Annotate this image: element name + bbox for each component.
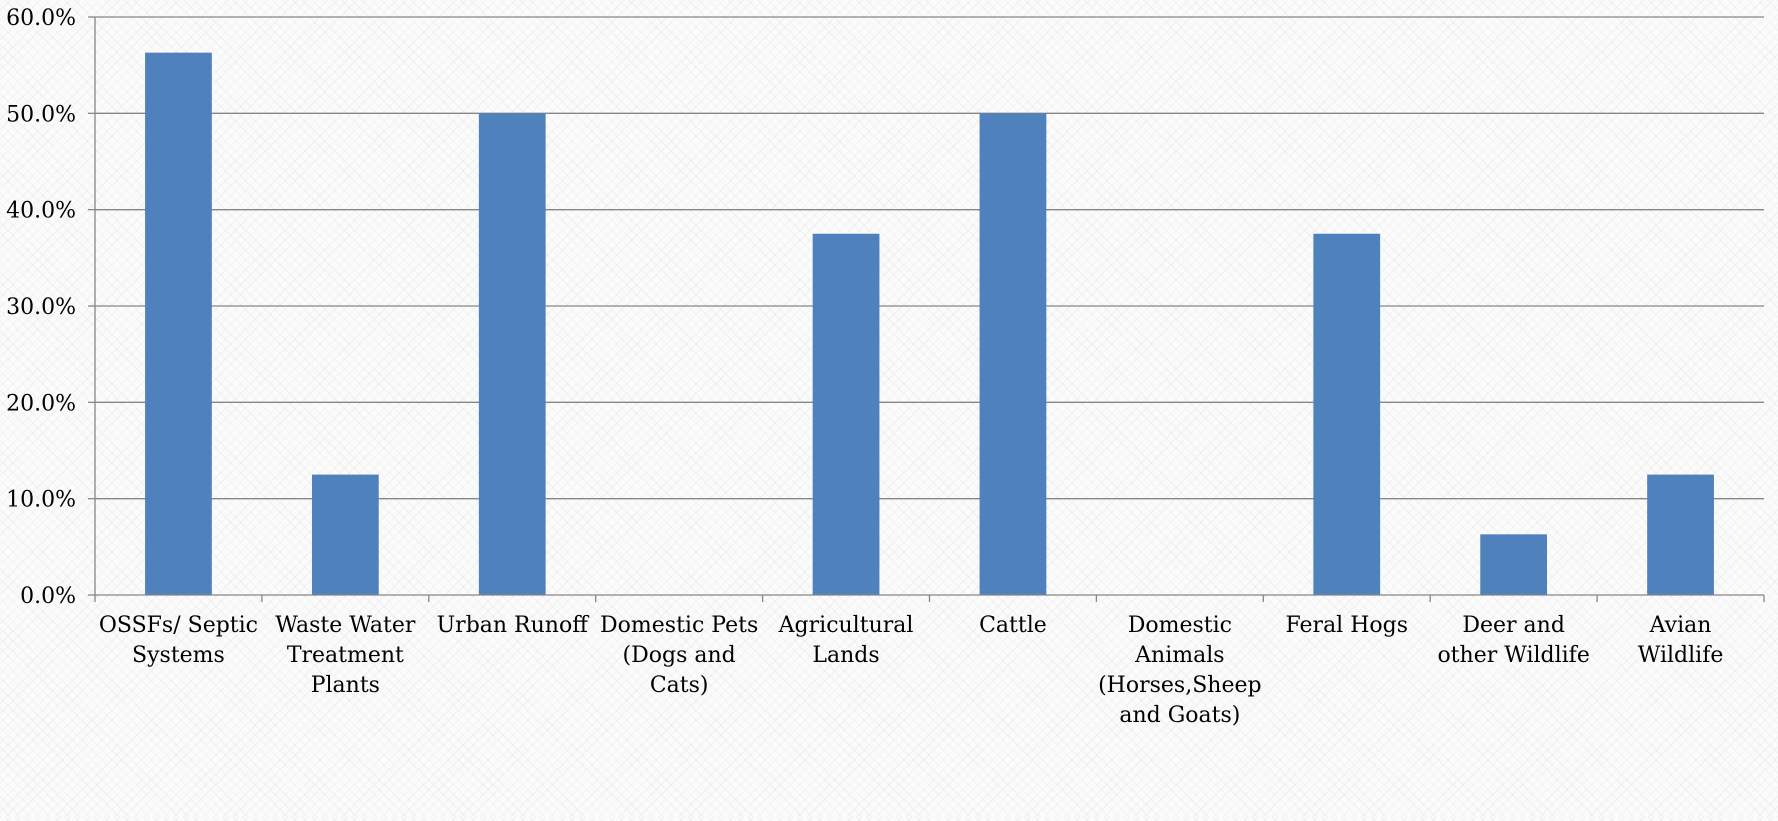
bar: [1647, 475, 1714, 595]
y-axis-tick-label: 60.0%: [6, 6, 76, 31]
x-axis-category-label: Plants: [311, 673, 380, 698]
y-axis-tick-label: 0.0%: [20, 584, 76, 609]
x-axis-category-label: Urban Runoff: [437, 613, 590, 638]
bar: [1480, 534, 1547, 595]
y-axis-tick-label: 30.0%: [6, 295, 76, 320]
x-axis-category-label: Treatment: [287, 643, 404, 668]
x-axis-category-label: Lands: [812, 643, 879, 668]
bar: [813, 234, 880, 595]
y-axis-tick-label: 20.0%: [6, 391, 76, 416]
x-axis-category-label: other Wildlife: [1437, 643, 1589, 668]
bar: [145, 53, 212, 595]
x-axis-category-label: Domestic Pets: [600, 613, 758, 638]
x-axis-category-label: Cats): [650, 673, 709, 698]
y-axis-tick-label: 40.0%: [6, 199, 76, 224]
x-axis-category-label: Domestic: [1128, 613, 1232, 638]
x-axis-category-label: Cattle: [979, 613, 1047, 638]
x-axis-category-label: Feral Hogs: [1285, 613, 1408, 638]
bar: [312, 475, 379, 595]
x-axis-category-label: Wildlife: [1638, 643, 1724, 668]
bar: [479, 113, 546, 595]
x-axis-category-label: OSSFs/ Septic: [99, 613, 258, 638]
x-axis-category-label: Systems: [132, 643, 225, 668]
x-axis-category-label: and Goats): [1119, 703, 1240, 728]
x-axis-category-label: (Horses,Sheep: [1098, 673, 1262, 698]
x-axis-category-label: Agricultural: [778, 613, 914, 638]
x-axis-category-label: Animals: [1134, 643, 1224, 668]
y-axis-tick-label: 50.0%: [6, 102, 76, 127]
y-axis-tick-label: 10.0%: [6, 488, 76, 513]
x-axis-category-label: Avian: [1649, 613, 1712, 638]
x-axis-category-label: (Dogs and: [623, 643, 736, 668]
bar: [1313, 234, 1380, 595]
x-axis-category-label: Deer and: [1462, 613, 1565, 638]
bar: [980, 113, 1047, 595]
x-axis-category-label: Waste Water: [275, 613, 416, 638]
